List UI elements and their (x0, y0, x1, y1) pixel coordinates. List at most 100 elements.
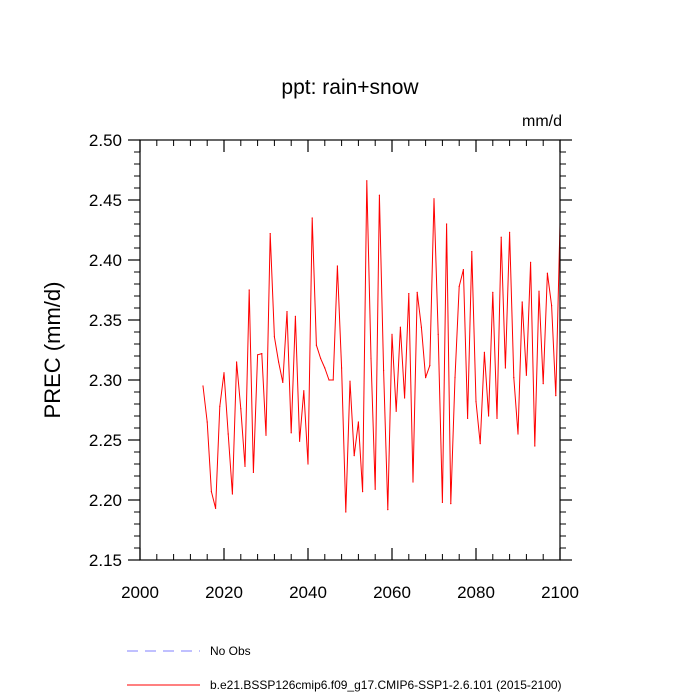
data-point (286, 311, 288, 313)
data-point (324, 367, 326, 369)
data-point (425, 377, 427, 379)
data-point (349, 380, 351, 382)
legend-label-model: b.e21.BSSP126cmip6.f09_g17.CMIP6-SSP1-2.… (210, 678, 562, 692)
data-point (290, 432, 292, 434)
data-point (257, 354, 259, 356)
data-point (492, 291, 494, 293)
data-point (248, 289, 250, 291)
data-point (223, 372, 225, 374)
data-point (294, 315, 296, 317)
data-point (307, 463, 309, 465)
data-point (370, 357, 372, 359)
x-tick-label: 2060 (373, 583, 411, 602)
data-point (458, 285, 460, 287)
data-point (244, 465, 246, 467)
data-point (534, 445, 536, 447)
data-point (362, 491, 364, 493)
data-point (341, 367, 343, 369)
data-point (475, 401, 477, 403)
data-point (303, 390, 305, 392)
data-point (227, 433, 229, 435)
data-points (202, 180, 561, 513)
data-point (513, 377, 515, 379)
y-tick-label: 2.30 (89, 371, 122, 390)
major-ticks (128, 139, 572, 561)
data-point (383, 369, 385, 371)
data-point (420, 326, 422, 328)
legend-label-no-obs: No Obs (210, 644, 251, 658)
data-point (521, 301, 523, 303)
x-tick-label: 2080 (457, 583, 495, 602)
data-point (332, 379, 334, 381)
y-tick-label: 2.35 (89, 311, 122, 330)
data-point (429, 365, 431, 367)
data-point (366, 180, 368, 182)
y-tick-label: 2.15 (89, 551, 122, 570)
data-point (345, 511, 347, 513)
data-point (467, 417, 469, 419)
data-point (437, 333, 439, 335)
data-point (215, 507, 217, 509)
data-point (546, 272, 549, 274)
y-tick-label: 2.50 (89, 131, 122, 150)
y-tick-label: 2.45 (89, 191, 122, 210)
data-point (265, 434, 267, 436)
data-point (433, 198, 435, 200)
data-point (387, 509, 389, 511)
data-point (282, 381, 284, 383)
data-point (202, 385, 204, 387)
data-point (240, 408, 242, 410)
x-tick-label: 2020 (205, 583, 243, 602)
data-point (378, 194, 380, 196)
data-point (555, 395, 557, 397)
data-point (278, 361, 280, 363)
data-point (320, 357, 322, 359)
data-point (412, 481, 414, 483)
data-point (328, 379, 330, 381)
legend: No Obs b.e21.BSSP126cmip6.f09_g17.CMIP6-… (127, 644, 562, 692)
data-point (261, 353, 263, 355)
data-point (446, 223, 448, 225)
data-point (483, 351, 485, 353)
data-point (231, 493, 233, 495)
x-tick-label: 2100 (541, 583, 579, 602)
data-point (551, 305, 553, 307)
plot-frame (139, 139, 561, 561)
data-point (336, 265, 338, 267)
data-point (500, 236, 502, 238)
data-point (210, 491, 212, 493)
y-tick-label: 2.25 (89, 431, 122, 450)
data-point (454, 377, 456, 379)
data-point (353, 455, 355, 457)
data-point (509, 231, 511, 233)
data-point (357, 421, 359, 423)
data-point (496, 417, 498, 419)
data-point (504, 367, 506, 369)
data-point (252, 471, 254, 473)
y-tick-label: 2.40 (89, 251, 122, 270)
data-point (206, 421, 208, 423)
data-point (404, 397, 406, 399)
tick-labels: 2000 2020 2040 2060 2080 2100 2.15 2.20 2.25 2.30… (89, 131, 579, 602)
data-point (399, 326, 401, 328)
data-point (471, 251, 473, 253)
units-label: mm/d (522, 113, 562, 130)
data-point (236, 361, 238, 363)
data-point (374, 488, 376, 490)
data-point (273, 336, 275, 338)
y-tick-label: 2.20 (89, 491, 122, 510)
data-point (441, 501, 443, 503)
data-point (311, 217, 313, 219)
data-point (462, 269, 464, 271)
y-axis-label: PREC (mm/d) (40, 282, 65, 419)
series-line (202, 180, 561, 513)
x-tick-label: 2000 (121, 583, 159, 602)
data-point (299, 440, 301, 442)
data-point (450, 503, 452, 505)
data-point (530, 261, 532, 263)
data-point (391, 333, 393, 335)
data-point (408, 293, 410, 295)
data-point (219, 405, 221, 407)
chart-title: ppt: rain+snow (281, 76, 419, 99)
data-point (269, 233, 271, 235)
